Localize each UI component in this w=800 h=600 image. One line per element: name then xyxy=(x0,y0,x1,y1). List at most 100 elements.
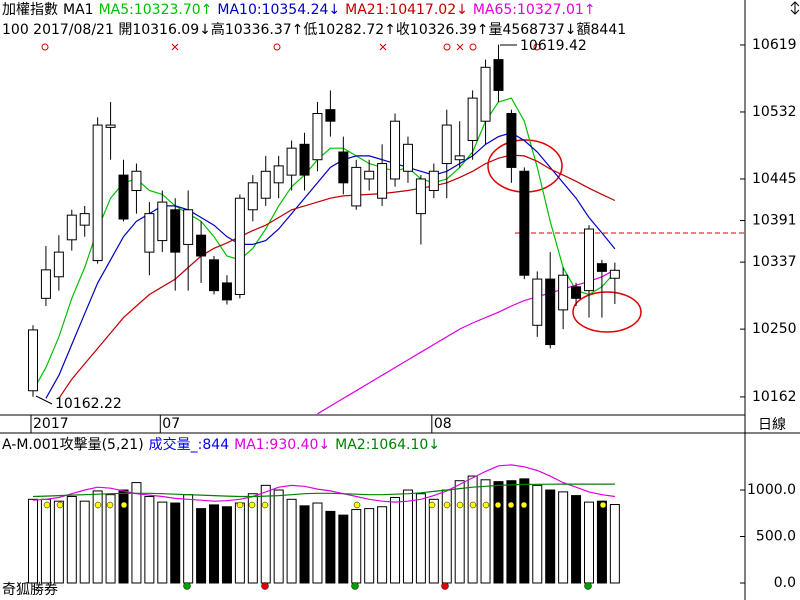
volume-bar xyxy=(571,495,582,584)
candle-body xyxy=(596,263,607,272)
header-item: MA1:930.40↓ xyxy=(234,437,330,453)
volume-bar xyxy=(170,502,181,584)
volume-bar xyxy=(28,498,38,584)
signal-dot xyxy=(507,501,515,509)
candle-body xyxy=(519,170,530,276)
y-tick-label: 10250 xyxy=(752,321,797,337)
volume-bar xyxy=(183,494,194,584)
volume-bar xyxy=(428,498,439,584)
candle-body xyxy=(234,197,245,295)
volume-bar xyxy=(144,496,155,584)
info-line: 100 2017/08/21 開10316.09↓高10336.37↑低1028… xyxy=(2,21,626,38)
signal-dot xyxy=(351,582,359,590)
volume-header: A-M.001攻擊量(5,21) 成交量_:844 MA1:930.40↓ MA2:1… xyxy=(2,436,440,453)
candle-body xyxy=(273,165,284,184)
candle-body xyxy=(506,113,517,168)
candle-body xyxy=(532,278,543,326)
candle-body xyxy=(415,178,426,215)
signal-dot xyxy=(482,501,490,509)
candle-body xyxy=(428,170,439,192)
candle-body xyxy=(571,286,582,299)
candle-body xyxy=(28,329,38,392)
signal-dot xyxy=(494,501,502,509)
volume-bar xyxy=(92,490,103,584)
signal-x xyxy=(379,43,387,51)
signal-dot xyxy=(183,582,191,590)
header-item: MA1 xyxy=(63,2,94,18)
signal-dot xyxy=(443,501,451,509)
signal-dot xyxy=(43,501,51,509)
header-item: MA65:10327.01↑ xyxy=(473,2,596,18)
volume-bar xyxy=(312,502,323,584)
signal-dot xyxy=(520,501,528,509)
signal-dot xyxy=(56,501,64,509)
volume-bar xyxy=(402,489,413,584)
volume-bar xyxy=(558,491,569,584)
header-item: MA21:10417.02↓ xyxy=(345,2,468,18)
candle-body xyxy=(454,155,465,161)
volume-bar xyxy=(545,489,556,584)
volume-bar xyxy=(532,484,543,584)
y-tick-label: 500.0 xyxy=(756,529,796,545)
x-tick-label: 08 xyxy=(434,416,452,432)
volume-bar xyxy=(221,506,232,584)
volume-bar xyxy=(415,493,426,584)
signal-dot xyxy=(428,501,436,509)
candle-body xyxy=(441,124,452,165)
high-label: 10619.42 xyxy=(520,38,587,54)
volume-bar xyxy=(40,498,51,584)
header-item: MA5:10323.70↑ xyxy=(99,2,213,18)
candle-body xyxy=(260,170,271,199)
candle-body xyxy=(583,228,594,292)
leader-line xyxy=(35,395,53,405)
candle-body xyxy=(221,282,232,301)
candle-body xyxy=(247,182,258,211)
volume-bar xyxy=(234,502,245,584)
header-item: MA10:10354.24↓ xyxy=(217,2,340,18)
candle-body xyxy=(183,209,194,245)
signal-dot xyxy=(261,501,269,509)
candle-body xyxy=(79,213,90,226)
ma-line xyxy=(32,97,616,391)
candle-body xyxy=(196,234,207,257)
volume-bar xyxy=(299,505,310,584)
candle-body xyxy=(480,66,491,122)
plot xyxy=(28,44,745,590)
signal-markers xyxy=(41,43,541,51)
signal-dot xyxy=(441,582,449,590)
ma-line xyxy=(32,483,615,498)
volume-bar xyxy=(351,509,362,584)
header: 加權指數 MA1 MA5:10323.70↑ MA10:10354.24↓ MA21:1… xyxy=(2,2,596,18)
signal-x xyxy=(456,43,464,51)
x-tick-label: 2017 xyxy=(33,416,69,432)
signal-dot xyxy=(120,501,128,509)
low-label: 10162.22 xyxy=(55,396,122,412)
volume-bar xyxy=(364,508,375,584)
volume-bar xyxy=(325,510,336,584)
candle-body xyxy=(299,143,310,176)
signal-dot xyxy=(599,501,607,509)
y-tick-label: 1000.0 xyxy=(747,482,796,498)
y-tick-label: 10445 xyxy=(752,171,797,187)
candle-body xyxy=(105,124,116,128)
signal-o xyxy=(41,43,49,51)
candle-body xyxy=(92,124,103,262)
volume-bar xyxy=(273,489,284,584)
annotation-circle xyxy=(572,291,642,333)
header-item: A-M.001攻擊量(5,21) xyxy=(2,436,144,453)
icon xyxy=(790,1,800,15)
candle-body xyxy=(364,170,375,180)
volume-bar xyxy=(480,479,491,584)
volume-bar xyxy=(118,489,129,584)
candle-body xyxy=(338,151,349,184)
signal-dot xyxy=(94,501,102,509)
y-tick-label: 10619 xyxy=(752,37,797,53)
candle-body xyxy=(351,166,362,207)
candle-body xyxy=(144,213,155,253)
signal-x xyxy=(171,43,179,51)
y-tick-label: 0.0 xyxy=(774,575,796,591)
volume-bar xyxy=(506,480,517,584)
y-tick-label: 10532 xyxy=(752,104,797,120)
